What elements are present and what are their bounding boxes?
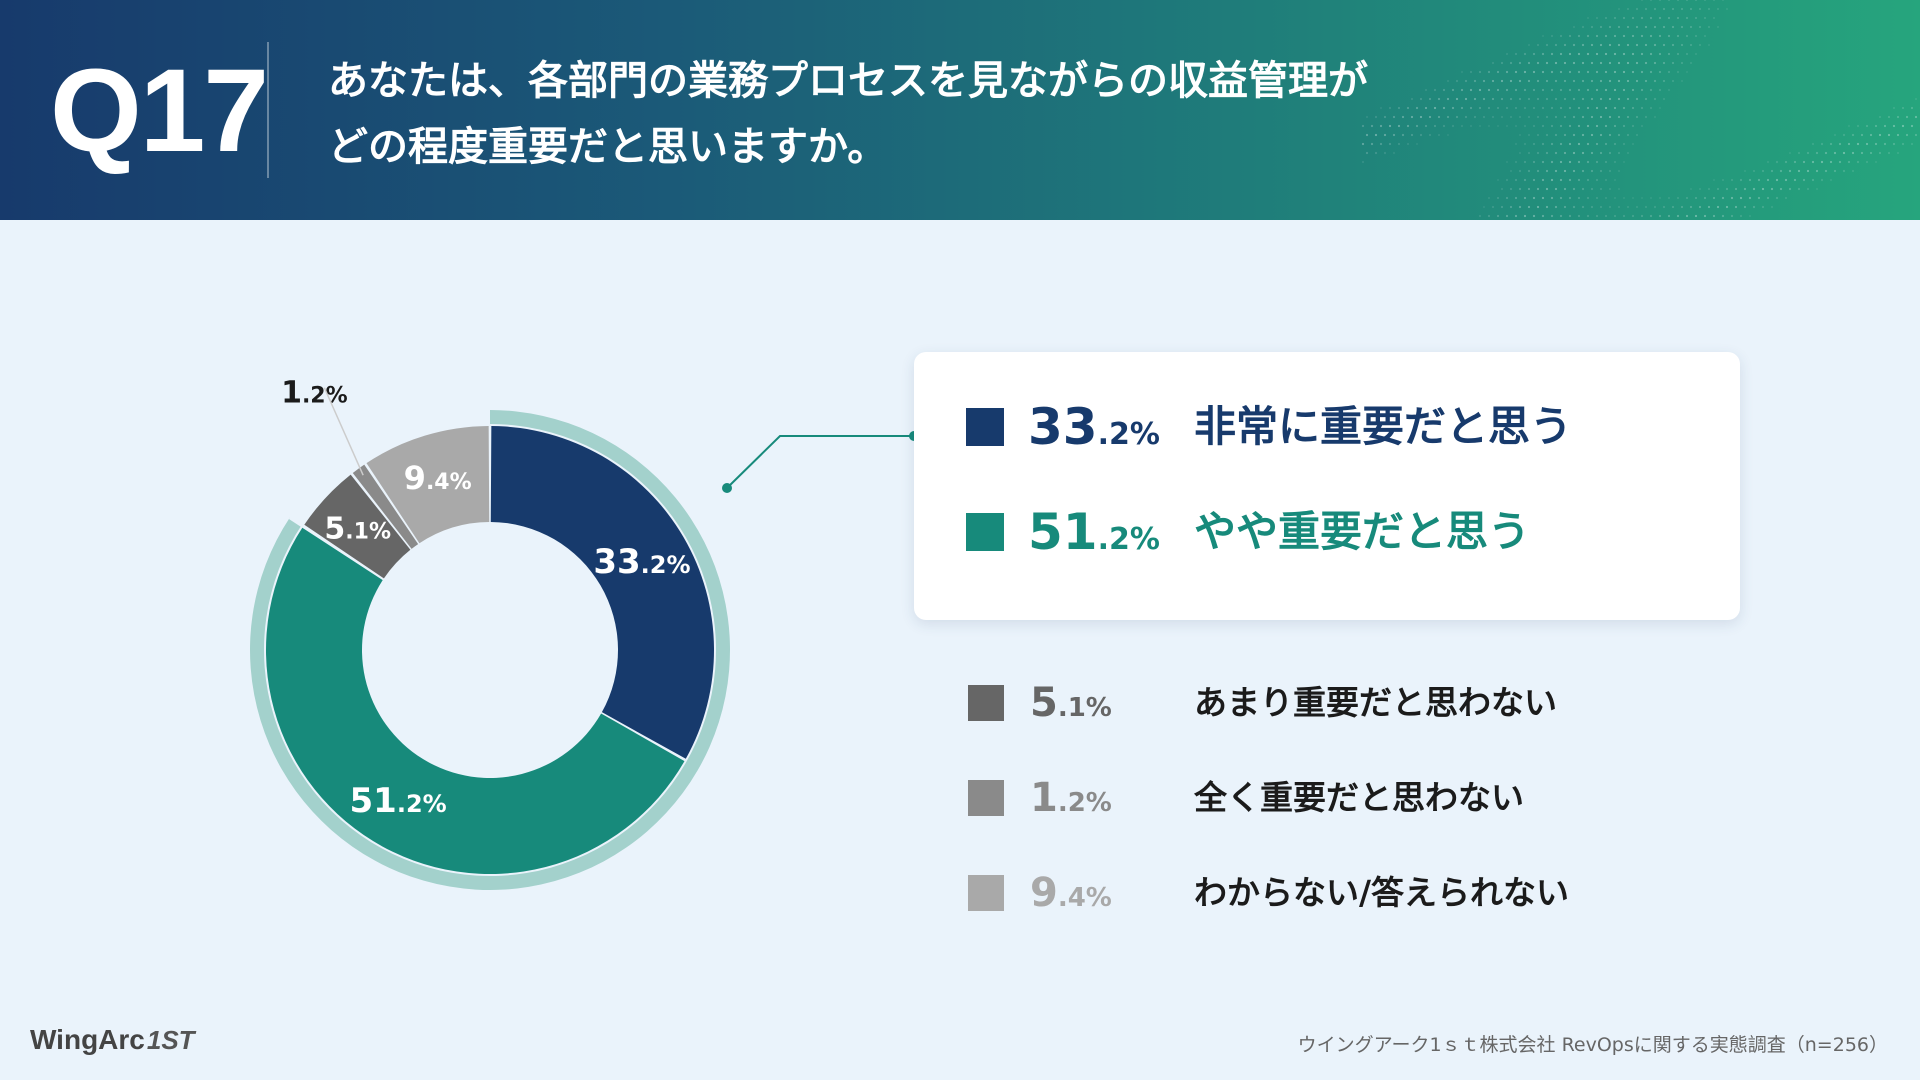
source-note: ウイングアーク1ｓｔ株式会社 RevOpsに関する実態調査（n=256） <box>1297 1034 1888 1056</box>
wingarc-logo: WingArc1ST <box>30 1020 195 1060</box>
slice-label: 1.2% <box>281 375 348 410</box>
logo-text: WingArc <box>30 1024 145 1055</box>
slice-label: 5.1% <box>324 511 391 546</box>
legend-label: 非常に重要だと思う <box>1194 402 1573 451</box>
legend-swatch <box>968 685 1004 721</box>
legend-item-somewhat-important: 51.2% やや重要だと思う <box>914 502 1714 562</box>
slice-somewhat-important <box>266 527 685 874</box>
slice-label: 33.2% <box>593 542 690 582</box>
legend-swatch <box>968 875 1004 911</box>
legend-label: やや重要だと思う <box>1194 507 1531 556</box>
leader-line <box>323 387 364 476</box>
slice-label: 51.2% <box>350 781 447 821</box>
legend-label: あまり重要だと思わない <box>1194 683 1557 722</box>
header-banner: Q17 あなたは、各部門の業務プロセスを見ながらの収益管理が どの程度重要だと思… <box>0 0 1920 220</box>
legend-percent: 5.1% <box>1030 680 1112 726</box>
slice-separator <box>288 515 386 582</box>
slice-not-very-important <box>304 474 411 579</box>
question-number: Q17 <box>50 45 269 177</box>
question-text: あなたは、各部門の業務プロセスを見ながらの収益管理が どの程度重要だと思いますか… <box>328 48 1528 180</box>
legend-item-not-very-important: 5.1% あまり重要だと思わない <box>968 673 1768 733</box>
legend-swatch <box>966 513 1004 551</box>
legend-label: わからない/答えられない <box>1194 873 1570 912</box>
legend-item-dont-know: 9.4% わからない/答えられない <box>968 863 1768 923</box>
question-line-2: どの程度重要だと思いますか。 <box>328 124 888 170</box>
legend-label: 全く重要だと思わない <box>1194 778 1524 817</box>
highlight-callout: 33.2% 非常に重要だと思う 51.2% やや重要だと思う <box>914 352 1740 620</box>
slice-dont-know <box>366 426 490 544</box>
legend-percent: 33.2% <box>1028 398 1160 456</box>
legend-item-not-important-at-all: 1.2% 全く重要だと思わない <box>968 768 1768 828</box>
callout-connector <box>722 431 919 493</box>
slice-very-important <box>490 426 714 759</box>
slice-label: 9.4% <box>404 459 472 497</box>
header-divider <box>267 42 269 178</box>
logo-mark: 1ST <box>146 1025 195 1055</box>
legend-item-very-important: 33.2% 非常に重要だと思う <box>914 397 1714 457</box>
slice-not-important-at-all <box>352 464 419 549</box>
legend-percent: 1.2% <box>1030 775 1112 821</box>
legend-swatch <box>966 408 1004 446</box>
decorative-wave-pattern <box>1361 0 1920 218</box>
donut-chart: 33.2% 51.2% 5.1% 1.2% 9.4% <box>250 375 730 891</box>
legend-swatch <box>968 780 1004 816</box>
legend-percent: 51.2% <box>1028 503 1160 561</box>
question-line-1: あなたは、各部門の業務プロセスを見ながらの収益管理が <box>328 58 1368 104</box>
legend-percent: 9.4% <box>1030 870 1112 916</box>
